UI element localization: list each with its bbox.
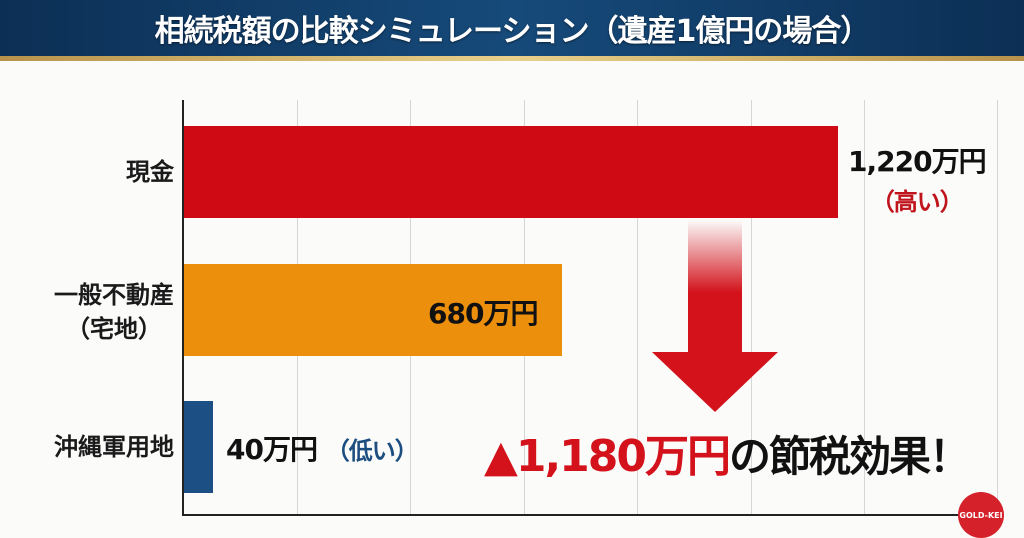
value-label-general-real-estate: 680万円 xyxy=(428,292,538,332)
x-axis xyxy=(182,514,990,516)
value-text: 1,220万円 xyxy=(848,145,987,178)
category-label-cash: 現金 xyxy=(126,155,174,189)
bar-general-real-estate xyxy=(184,264,562,356)
gold-divider xyxy=(0,56,1024,61)
value-note-low: （低い） xyxy=(325,437,419,465)
bar-cash xyxy=(184,126,838,218)
gridline xyxy=(751,100,752,515)
value-label-cash: 1,220万円 （高い） xyxy=(848,140,987,217)
category-label-subtext: （宅地） xyxy=(66,315,162,343)
category-label-text: 沖縄軍用地 xyxy=(54,433,174,461)
category-label-text: 現金 xyxy=(126,158,174,186)
savings-callout: ▲1,180万円の節税効果！ xyxy=(484,420,971,484)
gold-kei-logo-badge: GOLD-KEI xyxy=(958,492,1004,538)
gridline xyxy=(637,100,638,515)
gridline xyxy=(997,100,998,515)
page-title: 相続税額の比較シミュレーション（遺産1億円の場合） xyxy=(154,14,871,49)
badge-text: GOLD-KEI xyxy=(959,510,1003,520)
category-label-general-real-estate: 一般不動産 （宅地） xyxy=(54,278,174,346)
savings-amount: ▲1,180万円 xyxy=(484,431,731,482)
gridline xyxy=(864,100,865,515)
savings-suffix: の節税効果！ xyxy=(729,432,971,481)
value-text: 40万円 xyxy=(226,433,318,466)
value-note-high: （高い） xyxy=(870,188,964,216)
title-banner: 相続税額の比較シミュレーション（遺産1億円の場合） xyxy=(0,0,1024,56)
category-label-okinawa-military-land: 沖縄軍用地 xyxy=(54,430,174,464)
value-label-okinawa-military-land: 40万円 （低い） xyxy=(226,428,419,468)
y-axis xyxy=(182,100,184,516)
value-text: 680万円 xyxy=(428,297,538,330)
down-arrow-icon xyxy=(652,220,778,412)
category-label-text: 一般不動産 xyxy=(54,281,174,309)
bar-okinawa-military-land xyxy=(184,401,213,493)
